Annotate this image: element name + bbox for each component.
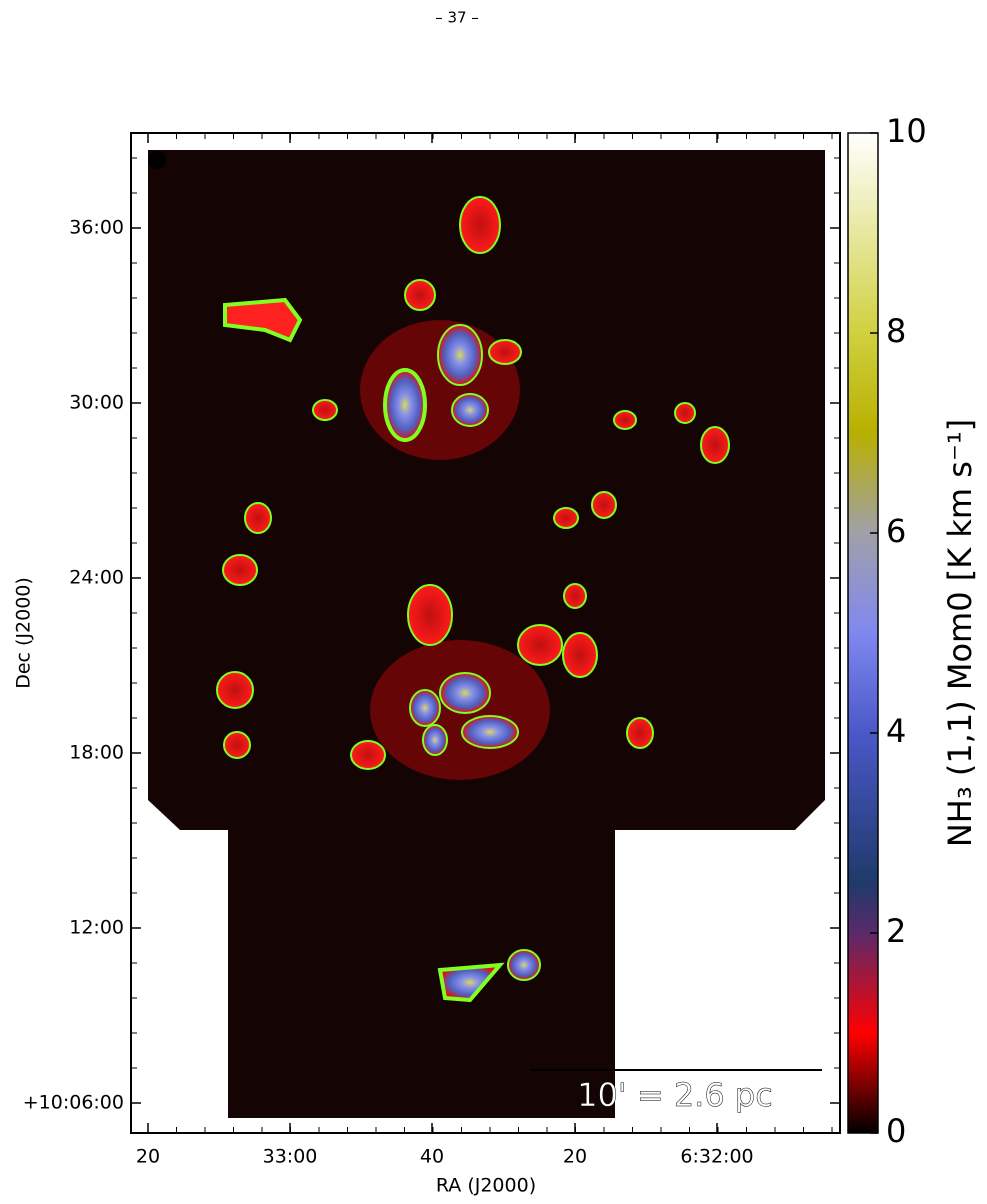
- x-tick-label: 20: [563, 1146, 587, 1168]
- colorbar-tick-label: 2: [886, 912, 906, 950]
- y-tick-label: 36:00: [69, 217, 124, 239]
- y-tick-label: 18:00: [69, 742, 124, 764]
- colorbar-tick-label: 8: [886, 312, 906, 350]
- colorbar-tick-label: 6: [886, 512, 906, 550]
- y-tick-label: 12:00: [69, 917, 124, 939]
- map-area: [148, 150, 825, 1118]
- x-tick-label: 6:32:00: [680, 1146, 753, 1168]
- y-tick-label: 24:00: [69, 567, 124, 589]
- x-tick-label: 20: [136, 1146, 160, 1168]
- y-tick-label: 30:00: [69, 392, 124, 414]
- y-tick-label: +10:06:00: [23, 1092, 124, 1114]
- colorbar-tick-label: 4: [886, 712, 906, 750]
- colorbar-tick-label: 10: [886, 112, 927, 150]
- x-axis-label: RA (J2000): [436, 1175, 536, 1197]
- x-tick-label: 40: [420, 1146, 444, 1168]
- plot-frame: [130, 132, 841, 1134]
- y-axis-label: Dec (J2000): [13, 577, 35, 689]
- colorbar-label: NH₃ (1,1) Mom0 [K km s⁻¹]: [941, 419, 979, 847]
- page-number: – 37 –: [435, 9, 479, 27]
- colorbar: [847, 132, 879, 1134]
- map-image: [148, 150, 825, 1118]
- x-tick-label: 33:00: [263, 1146, 318, 1168]
- colorbar-tick-label: 0: [886, 1112, 906, 1150]
- scale-bar-label: 10' = 2.6 pc: [577, 1076, 773, 1114]
